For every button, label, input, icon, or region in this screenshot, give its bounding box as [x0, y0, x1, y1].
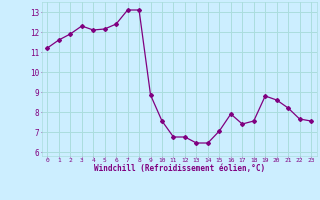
X-axis label: Windchill (Refroidissement éolien,°C): Windchill (Refroidissement éolien,°C) [94, 164, 265, 173]
